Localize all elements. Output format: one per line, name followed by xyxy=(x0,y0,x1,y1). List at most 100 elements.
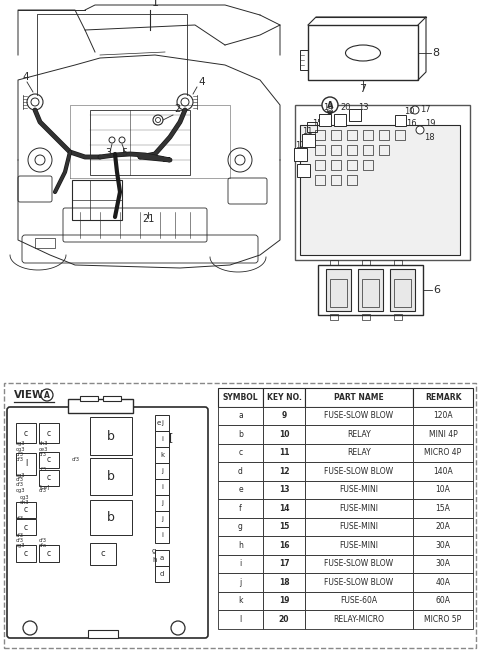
Bar xyxy=(363,145,373,155)
Bar xyxy=(218,443,263,462)
Text: FUSE-SLOW BLOW: FUSE-SLOW BLOW xyxy=(324,467,394,476)
Text: [ce]: [ce] xyxy=(39,484,49,489)
Text: cg3: cg3 xyxy=(16,543,25,548)
Bar xyxy=(330,260,338,265)
Text: cf3: cf3 xyxy=(39,452,47,457)
Text: 3: 3 xyxy=(105,148,111,158)
Bar xyxy=(305,480,413,499)
Text: cf3: cf3 xyxy=(39,538,47,543)
Text: SYMBOL: SYMBOL xyxy=(223,393,258,402)
Text: 15A: 15A xyxy=(435,504,450,513)
Text: c: c xyxy=(24,428,28,437)
Bar xyxy=(347,130,357,140)
Circle shape xyxy=(119,137,125,143)
Bar xyxy=(301,133,314,146)
Bar xyxy=(305,462,413,480)
Circle shape xyxy=(27,94,43,110)
Text: RELAY-MICRO: RELAY-MICRO xyxy=(334,615,384,624)
Bar xyxy=(394,279,411,307)
Circle shape xyxy=(416,126,424,134)
Text: ch3: ch3 xyxy=(20,500,29,505)
FancyBboxPatch shape xyxy=(308,25,418,80)
Text: c: c xyxy=(47,549,51,558)
Text: ch3: ch3 xyxy=(39,441,48,446)
Text: 9: 9 xyxy=(281,411,287,421)
Bar xyxy=(90,417,132,455)
Text: j: j xyxy=(161,516,163,522)
Circle shape xyxy=(153,115,163,125)
Text: cg3: cg3 xyxy=(16,488,25,493)
Text: FUSE-MINI: FUSE-MINI xyxy=(339,486,379,494)
Text: A: A xyxy=(327,101,333,109)
Text: 4: 4 xyxy=(22,72,29,82)
Text: cf3: cf3 xyxy=(39,488,47,493)
Circle shape xyxy=(109,137,115,143)
Bar xyxy=(413,425,473,443)
Text: 16: 16 xyxy=(279,541,289,550)
Text: e: e xyxy=(238,486,243,494)
Bar xyxy=(300,125,460,255)
Text: cf3: cf3 xyxy=(16,533,24,538)
Text: cg3: cg3 xyxy=(16,441,25,446)
Bar xyxy=(297,164,310,177)
Text: b: b xyxy=(107,511,115,524)
Text: b: b xyxy=(238,430,243,439)
Bar xyxy=(88,630,118,638)
Text: l: l xyxy=(240,615,241,624)
Text: 21: 21 xyxy=(142,214,154,224)
Bar xyxy=(331,160,341,170)
Text: 20: 20 xyxy=(340,103,350,112)
Bar xyxy=(16,423,36,443)
Text: d: d xyxy=(160,571,164,577)
Text: 2: 2 xyxy=(174,104,180,114)
Bar xyxy=(315,130,325,140)
Bar xyxy=(395,130,405,140)
Bar xyxy=(315,175,325,185)
Text: b: b xyxy=(107,470,115,483)
Text: j: j xyxy=(161,468,163,474)
Bar xyxy=(315,145,325,155)
Circle shape xyxy=(411,106,419,114)
Circle shape xyxy=(31,98,39,106)
Text: g: g xyxy=(152,548,156,554)
Text: PART NAME: PART NAME xyxy=(334,393,384,402)
Bar xyxy=(218,480,263,499)
Bar xyxy=(330,314,338,320)
Bar xyxy=(305,517,413,536)
Bar xyxy=(305,499,413,517)
Bar xyxy=(4,383,476,648)
Bar xyxy=(413,480,473,499)
Bar xyxy=(305,388,413,406)
Bar xyxy=(218,592,263,610)
Text: 140A: 140A xyxy=(433,467,453,476)
Bar xyxy=(263,388,305,406)
Bar xyxy=(39,470,59,486)
Bar xyxy=(39,452,59,468)
Circle shape xyxy=(181,98,189,106)
Text: ce3: ce3 xyxy=(39,447,48,452)
Bar xyxy=(330,279,347,307)
Text: REMARK: REMARK xyxy=(425,393,461,402)
Text: 14: 14 xyxy=(323,103,334,112)
Text: 1: 1 xyxy=(152,0,159,8)
Text: j: j xyxy=(161,500,163,506)
Text: 30A: 30A xyxy=(435,559,451,568)
Bar xyxy=(305,406,413,425)
Text: 12: 12 xyxy=(279,467,289,476)
Text: FUSE-SLOW BLOW: FUSE-SLOW BLOW xyxy=(324,411,394,421)
Bar xyxy=(413,462,473,480)
Bar xyxy=(363,160,373,170)
Bar xyxy=(68,399,133,413)
Bar xyxy=(218,554,263,573)
Bar xyxy=(90,500,132,535)
Text: e: e xyxy=(157,420,161,426)
Bar xyxy=(347,160,357,170)
Bar xyxy=(155,431,169,447)
Bar xyxy=(305,443,413,462)
Bar xyxy=(218,499,263,517)
Text: 30A: 30A xyxy=(435,541,451,550)
Text: i: i xyxy=(161,484,163,490)
Text: h: h xyxy=(238,541,243,550)
Bar xyxy=(300,50,308,70)
Text: 10: 10 xyxy=(279,430,289,439)
